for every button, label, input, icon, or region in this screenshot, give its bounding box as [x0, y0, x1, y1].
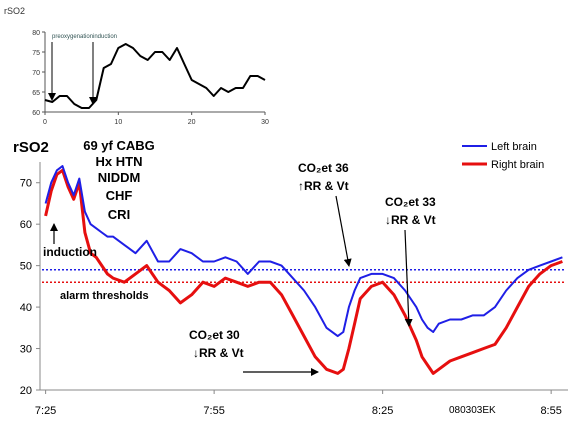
case-id: 080303EK	[449, 405, 496, 416]
annotation-co2-33-arrow	[404, 229, 413, 327]
patient-info: 69 yf CABG Hx HTN NIDDM CHF CRI	[83, 138, 155, 222]
inset-x-tick-label: 10	[114, 119, 122, 126]
inset-y-label: rSO2	[4, 6, 25, 16]
main-y-tick-label: 40	[20, 302, 32, 314]
inset-x-ticks: 0 10 20 30	[43, 112, 269, 126]
inset-annotation-preoxygenation: preoxygenation	[52, 34, 93, 40]
inset-y-ticks: 60 65 70 75 80	[32, 30, 45, 117]
series-line-left-brain	[44, 165, 563, 338]
main-y-tick-label: 60	[20, 219, 32, 231]
main-y-tick-label: 70	[20, 178, 32, 190]
legend-label-right-brain: Right brain	[491, 159, 544, 171]
annotation-co2-36-arrow	[335, 195, 352, 267]
patient-info-line: Hx HTN	[96, 154, 143, 169]
annotation-co2-30-line2: ↓RR & Vt	[193, 346, 244, 360]
inset-annotation-induction: induction	[93, 34, 117, 40]
inset-y-tick-label: 80	[32, 30, 40, 37]
annotation-co2-33: CO₂et 33 ↓RR & Vt	[385, 195, 436, 227]
inset-x-tick-label: 30	[261, 119, 269, 126]
main-y-label: rSO2	[13, 139, 49, 156]
series-line-right-brain	[44, 168, 563, 375]
annotation-co2-36-line2: ↑RR & Vt	[298, 179, 349, 193]
inset-x-tick-label: 0	[43, 119, 47, 126]
inset-x-tick-label: 20	[188, 119, 196, 126]
induction-label: induction	[43, 245, 97, 259]
main-y-tick-label: 20	[20, 385, 32, 397]
annotation-co2-36: CO₂et 36 ↑RR & Vt	[298, 161, 349, 193]
main-x-tick-label: 7:55	[203, 405, 224, 417]
alarm-thresholds-label: alarm thresholds	[60, 290, 149, 302]
annotation-co2-33-line2: ↓RR & Vt	[385, 213, 436, 227]
main-y-ticks: 20 30 40 50 60 70	[20, 178, 40, 397]
annotation-co2-30-line1: CO₂et 30	[189, 328, 240, 342]
main-x-ticks: 7:25 7:55 8:25 8:55	[35, 390, 562, 417]
inset-y-tick-label: 65	[32, 90, 40, 97]
main-x-tick-label: 8:55	[540, 405, 561, 417]
main-y-tick-label: 50	[20, 261, 32, 273]
patient-info-line: NIDDM	[98, 170, 141, 185]
main-x-tick-label: 7:25	[35, 405, 56, 417]
patient-info-line: CHF	[106, 188, 133, 203]
legend-label-left-brain: Left brain	[491, 141, 537, 153]
patient-info-line: 69 yf CABG	[83, 138, 155, 153]
inset-y-tick-label: 75	[32, 50, 40, 57]
main-y-tick-label: 30	[20, 344, 32, 356]
main-chart: rSO2 20 30 40 50 60 70 7:25 7:55 8:25 8:55 Left …	[13, 138, 568, 417]
inset-y-tick-label: 60	[32, 110, 40, 117]
annotation-co2-33-line1: CO₂et 33	[385, 195, 436, 209]
inset-chart: rSO2 60 65 70 75 80 0 10 20 30 preoxygenation i…	[4, 6, 269, 126]
annotation-co2-36-line1: CO₂et 36	[298, 161, 349, 175]
main-x-tick-label: 8:25	[372, 405, 393, 417]
legend: Left brain Right brain	[462, 141, 544, 171]
inset-series-line	[44, 43, 266, 109]
inset-y-tick-label: 70	[32, 70, 40, 77]
annotation-co2-30: CO₂et 30 ↓RR & Vt	[189, 328, 244, 360]
patient-info-line: CRI	[108, 207, 130, 222]
